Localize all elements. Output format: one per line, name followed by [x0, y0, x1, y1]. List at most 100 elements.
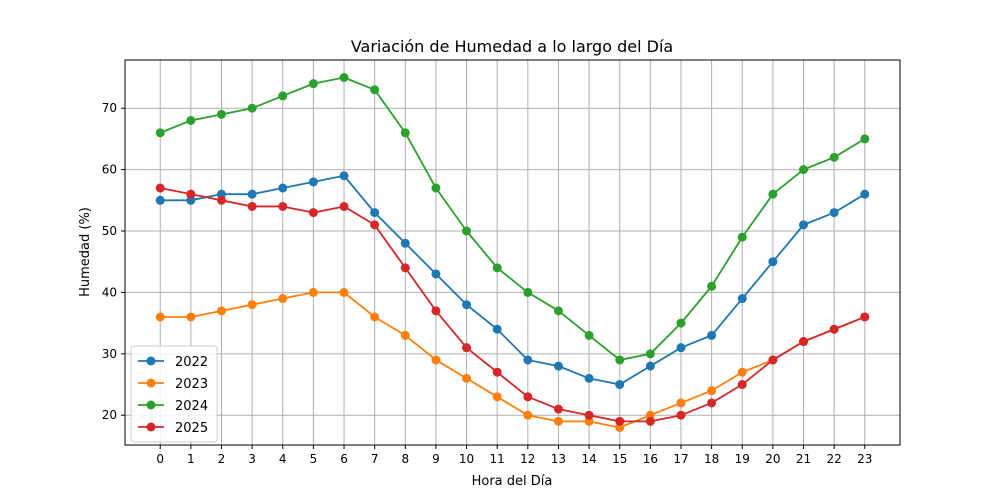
- data-point-2022: [278, 183, 288, 193]
- data-point-2024: [553, 306, 563, 316]
- data-point-2022: [400, 238, 410, 248]
- data-point-2023: [462, 373, 472, 383]
- y-axis-label: Humedad (%): [78, 207, 93, 297]
- data-point-2022: [584, 373, 594, 383]
- data-point-2022: [768, 257, 778, 267]
- data-point-2023: [707, 386, 717, 396]
- data-point-2022: [799, 220, 809, 230]
- y-tick-label: 20: [102, 408, 117, 422]
- data-point-2025: [645, 416, 655, 426]
- legend-label: 2025: [175, 421, 208, 436]
- data-point-2023: [186, 312, 196, 322]
- legend-marker: [146, 422, 156, 432]
- data-point-2024: [860, 134, 870, 144]
- series-line-2023: [160, 291, 866, 429]
- data-point-2022: [523, 355, 533, 365]
- data-point-2022: [370, 208, 380, 218]
- data-point-2022: [431, 269, 441, 279]
- legend: 2022 2023 2024 2025: [130, 345, 218, 443]
- x-tick-label: 21: [796, 452, 811, 466]
- data-point-2023: [216, 306, 226, 316]
- series-group: [155, 73, 870, 432]
- data-point-2024: [462, 226, 472, 236]
- data-point-2022: [308, 177, 318, 187]
- data-point-2025: [370, 220, 380, 230]
- data-point-2024: [768, 189, 778, 199]
- data-point-2022: [462, 300, 472, 310]
- data-point-2025: [860, 312, 870, 322]
- data-point-2022: [553, 361, 563, 371]
- data-point-2022: [737, 294, 747, 304]
- data-point-2024: [431, 183, 441, 193]
- data-point-2023: [431, 355, 441, 365]
- data-point-2024: [370, 85, 380, 95]
- data-point-2024: [737, 232, 747, 242]
- y-tick-label: 30: [102, 347, 117, 361]
- data-point-2022: [492, 324, 502, 334]
- x-tick-label: 3: [248, 452, 256, 466]
- plot-frame: [124, 59, 901, 446]
- data-point-2025: [462, 343, 472, 353]
- data-point-2025: [676, 410, 686, 420]
- x-tick-label: 9: [432, 452, 440, 466]
- series-line-2024: [159, 76, 866, 361]
- x-tick-label: 15: [612, 452, 627, 466]
- data-point-2023: [523, 410, 533, 420]
- x-tick-label: 14: [581, 452, 596, 466]
- legend-label: 2022: [175, 355, 208, 370]
- data-point-2025: [768, 355, 778, 365]
- data-point-2025: [523, 392, 533, 402]
- data-point-2025: [615, 416, 625, 426]
- legend-marker: [146, 400, 156, 410]
- data-point-2022: [155, 195, 165, 205]
- data-point-2024: [799, 165, 809, 175]
- data-point-2025: [492, 367, 502, 377]
- y-tick-label: 60: [102, 163, 117, 177]
- x-tick-label: 22: [826, 452, 841, 466]
- x-tick-label: 18: [704, 452, 719, 466]
- data-point-2024: [339, 73, 349, 82]
- data-point-2022: [247, 189, 257, 199]
- x-tick-label: 8: [401, 452, 409, 466]
- data-point-2025: [186, 189, 196, 199]
- data-point-2023: [278, 294, 288, 304]
- y-tick-label: 70: [102, 101, 117, 115]
- data-point-2024: [523, 287, 533, 297]
- data-point-2022: [707, 330, 717, 340]
- data-point-2023: [370, 312, 380, 322]
- x-tick-label: 4: [279, 452, 287, 466]
- data-point-2025: [431, 306, 441, 316]
- data-point-2024: [247, 103, 257, 113]
- x-tick-label: 2: [218, 452, 226, 466]
- data-point-2024: [186, 115, 196, 125]
- data-point-2024: [278, 91, 288, 101]
- legend-item-2022: 2022: [138, 355, 208, 370]
- data-point-2025: [400, 263, 410, 273]
- data-point-2023: [339, 287, 349, 297]
- data-point-2025: [247, 201, 257, 211]
- data-point-2024: [584, 330, 594, 340]
- x-tick-label: 17: [673, 452, 688, 466]
- series-2025: [155, 183, 870, 426]
- data-point-2022: [645, 361, 655, 371]
- x-tick-label: 6: [340, 452, 348, 466]
- data-point-2024: [676, 318, 686, 328]
- x-tick-label: 10: [459, 452, 474, 466]
- data-point-2024: [492, 263, 502, 273]
- data-point-2023: [553, 416, 563, 426]
- data-point-2023: [737, 367, 747, 377]
- data-point-2024: [829, 152, 839, 162]
- x-tick-label: 13: [551, 452, 566, 466]
- data-point-2023: [676, 398, 686, 408]
- x-tick-label: 5: [310, 452, 318, 466]
- x-tick-label: 23: [857, 452, 872, 466]
- x-tick-label: 12: [520, 452, 535, 466]
- data-point-2022: [339, 171, 349, 181]
- data-point-2022: [615, 380, 625, 390]
- x-tick-label: 7: [371, 452, 379, 466]
- data-point-2024: [155, 128, 165, 138]
- x-axis-label: Hora del Día: [472, 474, 553, 489]
- y-tick-label: 40: [102, 285, 117, 299]
- x-tick-label: 20: [765, 452, 780, 466]
